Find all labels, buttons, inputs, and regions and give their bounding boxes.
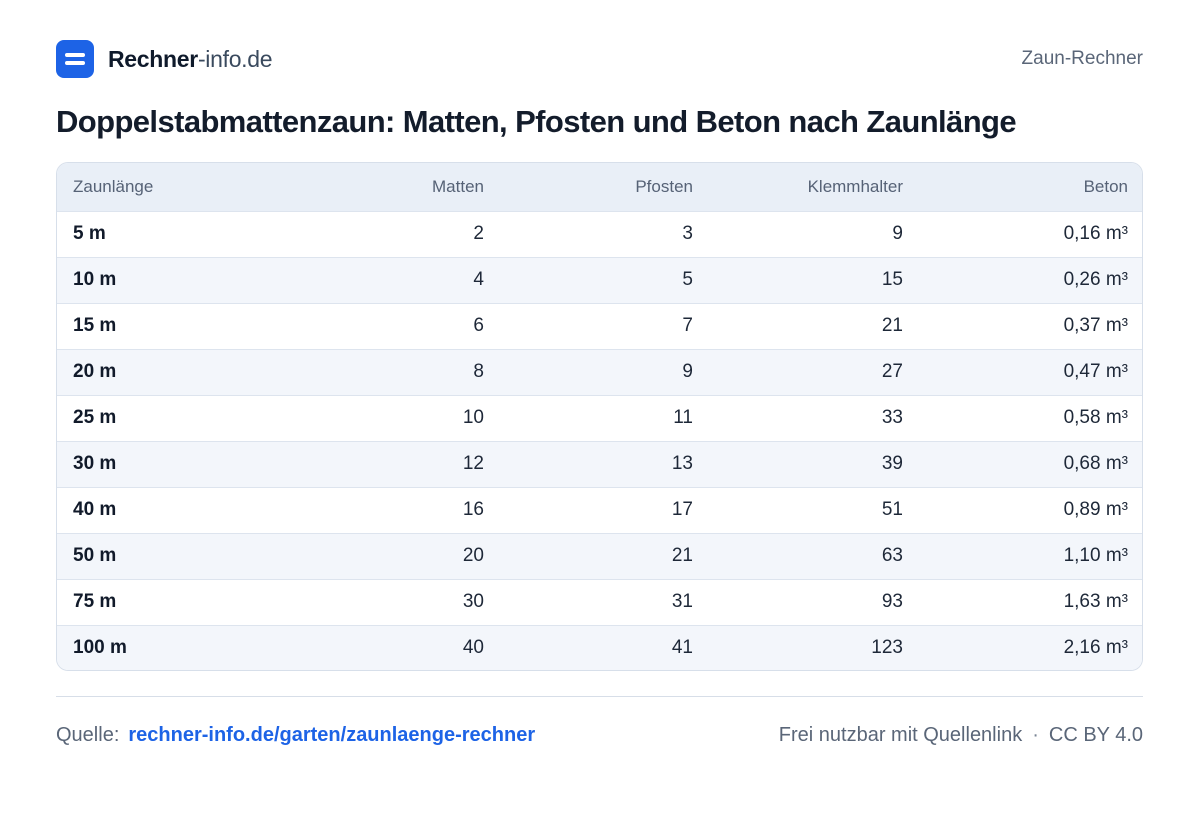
cell-pfosten: 11 [673, 407, 693, 428]
license-text: Frei nutzbar mit Quellenlink [778, 723, 1023, 746]
cell-klemmhalter: 27 [881, 361, 903, 382]
cell-beton: 1,63 m³ [1063, 591, 1128, 612]
brand[interactable]: Rechner-info.de [56, 40, 273, 78]
cell-length: 25 m [73, 407, 117, 428]
table-row: 15 m 6 7 21 0,37 m³ [57, 303, 1142, 349]
cell-matten: 10 [462, 407, 484, 428]
table-row: 75 m 30 31 93 1,63 m³ [57, 579, 1142, 625]
cell-matten: 20 [462, 545, 484, 566]
cell-beton: 2,16 m³ [1063, 637, 1128, 659]
table-row: 5 m 2 3 9 0,16 m³ [57, 211, 1142, 257]
brand-name-strong: Rechner [108, 45, 198, 72]
license-name: CC BY 4.0 [1048, 723, 1143, 746]
cell-beton: 0,37 m³ [1063, 315, 1128, 336]
table-row: 40 m 16 17 51 0,89 m³ [57, 487, 1142, 533]
page-title: Doppelstabmattenzaun: Matten, Pfosten un… [56, 104, 1017, 139]
brand-name-light: -info.de [197, 45, 273, 72]
footer: Quelle: rechner-info.de/garten/zaunlaeng… [56, 720, 1143, 750]
column-header-beton: Beton [1083, 176, 1128, 196]
table-header-row: Zaunlänge Matten Pfosten Klemmhalter Bet… [57, 163, 1142, 211]
cell-beton: 1,10 m³ [1063, 545, 1128, 566]
cell-matten: 12 [462, 453, 484, 474]
cell-pfosten: 31 [671, 591, 693, 612]
cell-matten: 8 [473, 361, 484, 382]
data-table-container: Zaunlänge Matten Pfosten Klemmhalter Bet… [56, 162, 1143, 671]
cell-klemmhalter: 21 [881, 315, 903, 336]
cell-matten: 2 [473, 223, 484, 244]
table-row: 10 m 4 5 15 0,26 m³ [57, 257, 1142, 303]
cell-klemmhalter: 15 [881, 269, 903, 290]
cell-pfosten: 21 [671, 545, 693, 566]
cell-pfosten: 7 [682, 315, 693, 336]
cell-length: 30 m [73, 453, 117, 474]
source-link[interactable]: rechner-info.de/garten/zaunlaenge-rechne… [128, 723, 536, 746]
cell-pfosten: 17 [671, 499, 693, 520]
cell-matten: 30 [462, 591, 484, 612]
cell-beton: 0,68 m³ [1063, 453, 1128, 474]
cell-beton: 0,26 m³ [1063, 269, 1128, 290]
cell-beton: 0,47 m³ [1063, 361, 1128, 382]
logo-icon [56, 40, 94, 78]
cell-beton: 0,89 m³ [1063, 499, 1128, 520]
cell-matten: 4 [473, 269, 484, 290]
cell-pfosten: 41 [671, 637, 693, 659]
cell-klemmhalter: 51 [881, 499, 903, 520]
table-row: 50 m 20 21 63 1,10 m³ [57, 533, 1142, 579]
cell-matten: 6 [473, 315, 484, 336]
column-header-zaunlaenge: Zaunlänge [73, 176, 154, 196]
cell-length: 10 m [73, 269, 117, 290]
cell-matten: 16 [462, 499, 484, 520]
cell-pfosten: 3 [682, 223, 693, 244]
cell-length: 75 m [73, 591, 117, 612]
cell-length: 40 m [73, 499, 117, 520]
cell-length: 20 m [73, 361, 117, 382]
cell-beton: 0,16 m³ [1063, 223, 1128, 244]
fence-table: Zaunlänge Matten Pfosten Klemmhalter Bet… [57, 163, 1142, 670]
cell-klemmhalter: 39 [881, 453, 903, 474]
footer-divider [56, 696, 1143, 697]
brand-name: Rechner-info.de [108, 45, 273, 73]
table-row: 25 m 10 11 33 0,58 m³ [57, 395, 1142, 441]
column-header-matten: Matten [432, 176, 484, 196]
license: Frei nutzbar mit Quellenlink · CC BY 4.0 [779, 724, 1143, 747]
header: Rechner-info.de Zaun-Rechner [56, 40, 1143, 78]
cell-klemmhalter: 63 [881, 545, 903, 566]
calculator-nav-link[interactable]: Zaun-Rechner [1021, 48, 1143, 69]
cell-length: 50 m [73, 545, 117, 566]
cell-klemmhalter: 123 [871, 637, 903, 659]
table-row: 20 m 8 9 27 0,47 m³ [57, 349, 1142, 395]
cell-klemmhalter: 9 [892, 223, 903, 244]
column-header-pfosten: Pfosten [635, 176, 693, 196]
cell-pfosten: 13 [671, 453, 693, 474]
cell-length: 15 m [73, 315, 117, 336]
cell-length: 100 m [73, 637, 127, 659]
cell-pfosten: 9 [682, 361, 693, 382]
cell-pfosten: 5 [682, 269, 693, 290]
cell-length: 5 m [73, 223, 106, 244]
cell-matten: 40 [462, 637, 484, 659]
license-separator: · [1032, 723, 1039, 746]
cell-klemmhalter: 93 [881, 591, 903, 612]
table-row: 100 m 40 41 123 2,16 m³ [57, 625, 1142, 670]
cell-klemmhalter: 33 [881, 407, 903, 428]
cell-beton: 0,58 m³ [1063, 407, 1128, 428]
source-label: Quelle: [56, 723, 120, 746]
source: Quelle: rechner-info.de/garten/zaunlaeng… [56, 724, 535, 747]
column-header-klemmhalter: Klemmhalter [807, 176, 903, 196]
table-row: 30 m 12 13 39 0,68 m³ [57, 441, 1142, 487]
